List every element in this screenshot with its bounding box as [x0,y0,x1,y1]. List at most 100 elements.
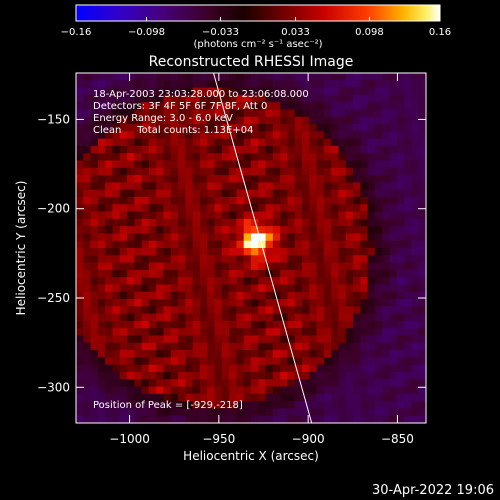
heatmap-cell [367,299,376,307]
heatmap-cell [389,350,398,358]
heatmap-cell [404,218,412,227]
heatmap-cell [404,116,412,125]
heatmap-cell [353,233,361,242]
heatmap-cell [83,299,91,307]
heatmap-cell [119,102,128,110]
heatmap-cell [185,160,194,169]
heatmap-cell [185,306,194,315]
heatmap-cell [243,350,252,358]
heatmap-cell [112,371,121,380]
heatmap-cell [367,306,376,315]
heatmap-cell [418,291,426,300]
heatmap-cell [374,94,383,103]
heatmap-cell [396,94,405,103]
heatmap-cell [309,94,318,103]
heatmap-cell [338,379,347,387]
heatmap-cell [316,262,325,271]
heatmap-cell [353,262,361,271]
heatmap-cell [287,109,296,118]
heatmap-cell [119,299,128,307]
heatmap-cell [90,160,99,169]
heatmap-cell [148,138,157,147]
heatmap-cell [251,211,259,220]
heatmap-cell [83,102,91,110]
heatmap-cell [178,357,186,366]
heatmap-cell [148,160,157,169]
heatmap-cell [316,328,325,336]
heatmap-cell [331,87,339,96]
heatmap-cell [287,357,296,366]
heatmap-cell [251,175,259,183]
heatmap-cell [396,350,405,358]
heatmap-cell [199,350,208,358]
heatmap-cell [411,109,420,118]
heatmap-cell [229,211,237,220]
heatmap-cell [374,320,383,329]
heatmap-cell [112,415,121,423]
heatmap-cell [251,299,259,307]
heatmap-cell [345,335,354,344]
heatmap-cell [105,371,113,380]
heatmap-cell [192,138,201,147]
heatmap-cell [345,233,354,242]
heatmap-cell [302,335,310,344]
heatmap-cell [258,182,266,191]
heatmap-cell [374,408,383,417]
heatmap-cell [294,160,303,169]
heatmap-cell [309,328,318,336]
heatmap-cell [418,160,426,169]
heatmap-cell [134,196,143,205]
heatmap-cell [148,124,157,132]
heatmap-cell [265,226,274,234]
heatmap-cell [199,233,208,242]
heatmap-cell [112,386,121,395]
heatmap-cell [374,255,383,263]
heatmap-cell [156,415,164,423]
heatmap-cell [134,364,143,373]
heatmap-cell [418,277,426,285]
heatmap-cell [134,371,143,380]
plot-border [75,72,427,424]
heatmap-cell [353,291,361,300]
heatmap-cell [83,306,91,315]
heatmap-cell [331,313,339,322]
heatmap-cell [119,320,128,329]
heatmap-cell [236,94,245,103]
heatmap-cell [192,255,201,263]
heatmap-cell [83,269,91,278]
heatmap-cell [229,357,237,366]
heatmap-cell [185,204,194,212]
heatmap-cell [389,73,398,81]
heatmap-cell [156,160,164,169]
heatmap-cell [134,379,143,387]
heatmap-cell [170,350,179,358]
heatmap-cell [221,262,230,271]
heatmap-cell [280,94,288,103]
annotation-clean-counts: Clean Total counts: 1.13E+04 [93,125,253,136]
heatmap-cell [221,160,230,169]
heatmap-cell [163,328,172,336]
heatmap-cell [134,233,143,242]
heatmap-cell [243,175,252,183]
heatmap-cell [76,218,84,227]
heatmap-cell [199,357,208,366]
heatmap-cell [294,109,303,118]
heatmap-cell [280,357,288,366]
heatmap-cell [367,218,376,227]
heatmap-cell [258,320,266,329]
heatmap-cell [360,131,369,140]
heatmap-cell [323,299,332,307]
heatmap-cell [236,248,245,256]
heatmap-cell [76,80,84,88]
heatmap-cell [112,269,121,278]
heatmap-cell [323,182,332,191]
heatmap-cell [185,240,194,249]
heatmap-cell [221,313,230,322]
heatmap-cell [163,218,172,227]
heatmap-cell [105,350,113,358]
heatmap-cell [214,145,223,154]
heatmap-cell [192,73,201,81]
heatmap-cell [127,131,135,140]
heatmap-cell [294,306,303,315]
heatmap-cell [112,408,121,417]
